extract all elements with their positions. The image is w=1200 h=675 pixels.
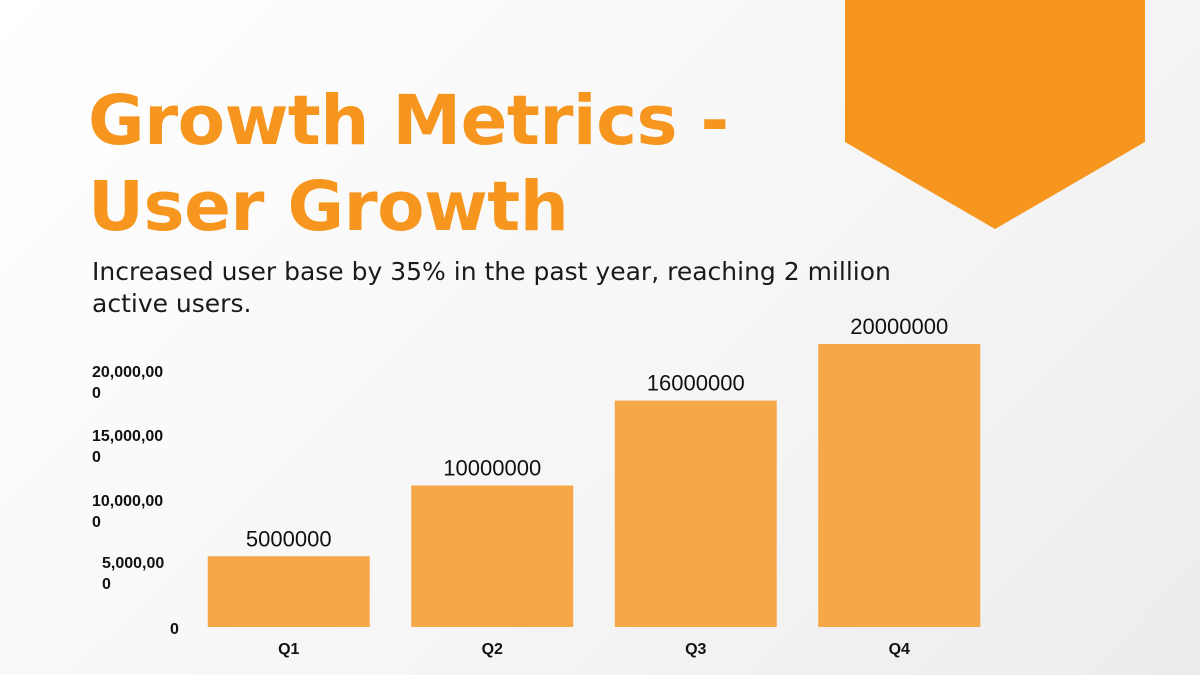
slide-subtitle: Increased user base by 35% in the past y… <box>92 257 891 318</box>
x-tick-label: Q4 <box>889 641 910 658</box>
y-tick-label: 0 <box>92 514 101 531</box>
bar-q4 <box>818 344 981 627</box>
y-tick-label: 10,000,00 <box>92 493 163 510</box>
y-tick-label: 15,000,00 <box>92 428 163 445</box>
data-label: 10000000 <box>443 456 541 481</box>
y-tick-label: 5,000,00 <box>102 555 164 572</box>
y-tick-label: 0 <box>92 385 101 402</box>
y-tick-label: 0 <box>102 576 111 593</box>
data-label: 16000000 <box>647 371 745 396</box>
x-tick-label: Q2 <box>482 641 503 658</box>
bar-q2 <box>411 485 574 627</box>
data-label: 20000000 <box>850 314 948 339</box>
y-tick-label: 0 <box>92 449 101 466</box>
bar-q1 <box>207 556 370 627</box>
data-label: 5000000 <box>246 526 332 551</box>
y-tick-label: 0 <box>170 621 179 638</box>
slide-title: Growth Metrics - User Growth <box>88 81 729 247</box>
y-tick-label: 20,000,00 <box>92 364 163 381</box>
x-tick-label: Q1 <box>278 641 299 658</box>
bar-q3 <box>614 400 777 627</box>
x-tick-label: Q3 <box>685 641 706 658</box>
